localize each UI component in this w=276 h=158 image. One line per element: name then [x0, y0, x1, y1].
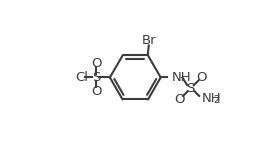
Text: O: O	[91, 57, 101, 70]
Text: S: S	[92, 71, 100, 84]
Text: Br: Br	[142, 33, 157, 47]
Text: NH: NH	[201, 92, 221, 105]
Text: O: O	[196, 71, 207, 84]
Text: S: S	[187, 82, 195, 95]
Text: Cl: Cl	[75, 71, 88, 84]
Text: O: O	[175, 93, 185, 106]
Text: 2: 2	[213, 95, 219, 105]
Text: NH: NH	[171, 71, 191, 84]
Text: O: O	[91, 85, 101, 98]
